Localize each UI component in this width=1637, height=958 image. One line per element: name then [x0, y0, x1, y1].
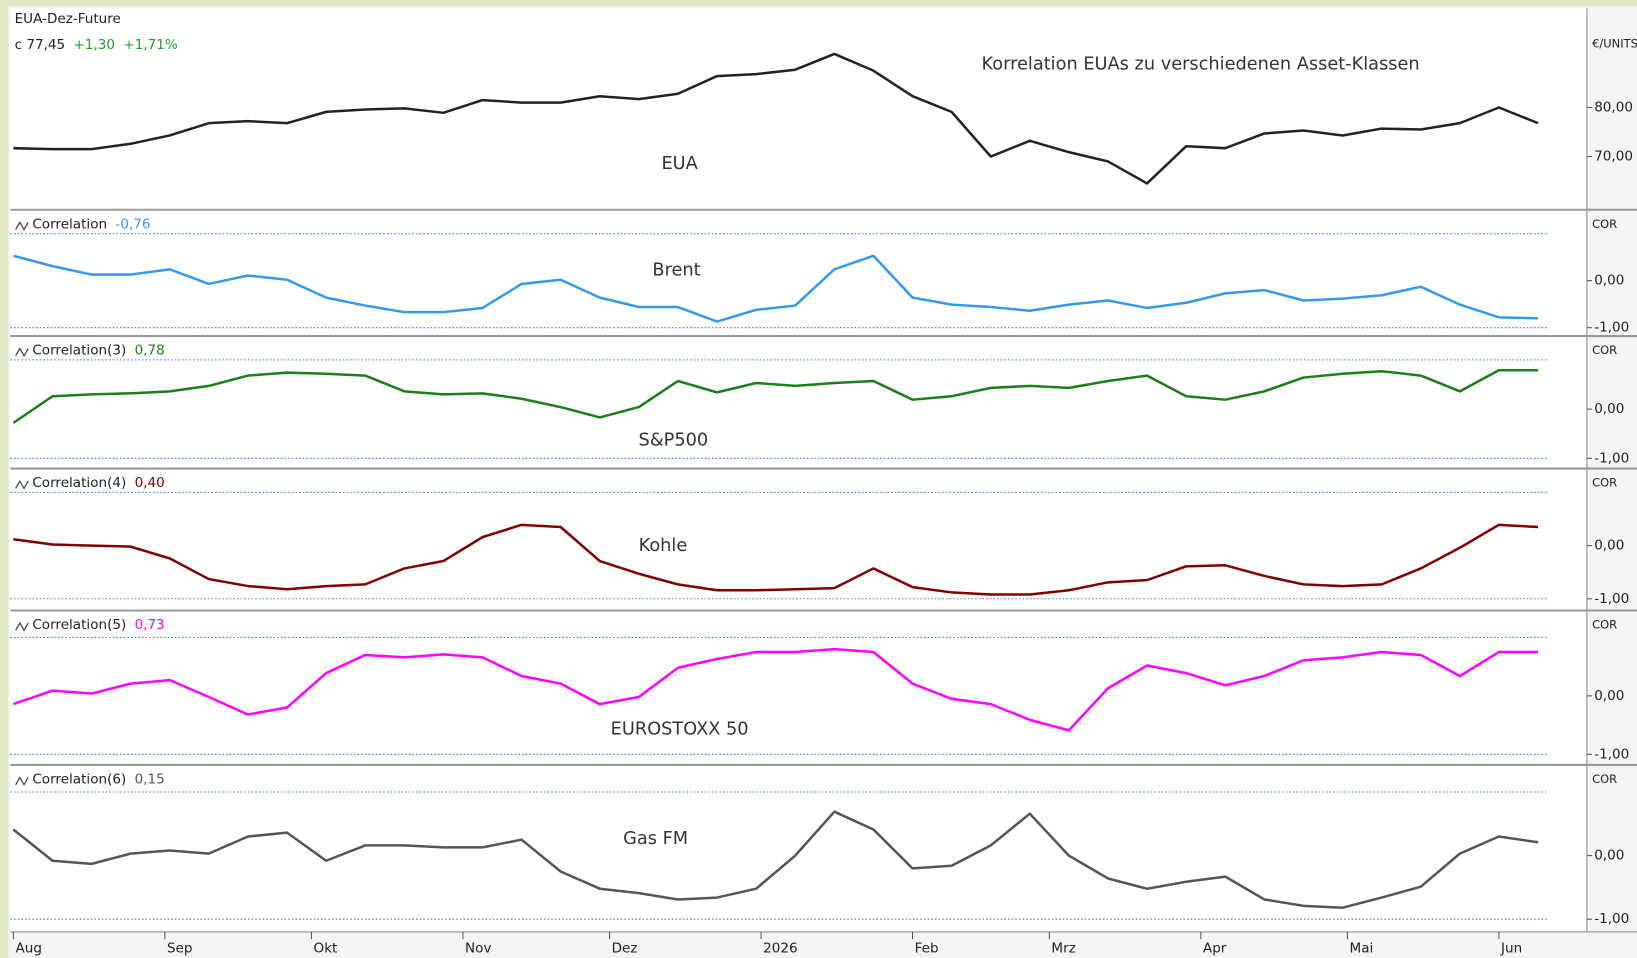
y-tick-label: 0,00 — [1594, 688, 1624, 704]
plot-bg — [10, 8, 1587, 932]
series-line — [13, 254, 1539, 323]
y-tick-label: 70,00 — [1594, 149, 1633, 165]
indicator-name: Correlation(6) — [32, 772, 126, 788]
indicator-icon — [15, 479, 29, 490]
indicator-value: 0,73 — [135, 617, 165, 633]
unit-label: €/UNITS — [1592, 36, 1637, 50]
x-tick-label: Feb — [915, 941, 939, 957]
indicator-name: Correlation(4) — [32, 475, 126, 491]
x-tick-label: Okt — [314, 941, 338, 957]
unit-label: COR — [1592, 772, 1617, 786]
instrument-title: EUA-Dez-Future — [15, 11, 121, 27]
indicator-header: Correlation(6) 0,15 — [32, 772, 164, 788]
x-tick-label: Mrz — [1051, 941, 1075, 957]
unit-label: COR — [1592, 618, 1617, 632]
indicator-name: Correlation(3) — [32, 343, 126, 359]
y-tick-label: 0,00 — [1594, 273, 1624, 289]
y-tick-label: 0,00 — [1594, 401, 1624, 417]
x-tick-label: Nov — [465, 941, 491, 957]
indicator-name: Correlation(5) — [32, 617, 126, 633]
y-tick-label: 0,00 — [1594, 538, 1624, 554]
series-annotation: Brent — [652, 260, 700, 280]
series-annotation: Gas FM — [623, 829, 688, 849]
unit-label: COR — [1592, 343, 1617, 357]
change: +1,30 — [74, 37, 116, 53]
series-annotation: S&P500 — [639, 430, 709, 450]
y-tick-label: -1,00 — [1594, 746, 1629, 762]
series-line — [13, 523, 1539, 596]
series-annotation: EUA — [661, 154, 697, 174]
series-line — [12, 810, 1539, 909]
y-tick-label: -1,00 — [1594, 320, 1629, 336]
indicator-value: -0,76 — [115, 216, 150, 232]
indicator-header: Correlation -0,76 — [32, 216, 150, 232]
series-line — [13, 52, 1539, 185]
unit-label: COR — [1592, 476, 1617, 490]
x-tick-label: Mai — [1350, 941, 1374, 957]
annotation: Korrelation EUAs zu verschiedenen Asset-… — [982, 55, 1420, 75]
y-tick-label: -1,00 — [1594, 450, 1629, 466]
x-tick-label: 2026 — [763, 941, 797, 957]
series-annotation: Kohle — [639, 536, 688, 556]
indicator-icon — [15, 776, 29, 787]
close-label: c 77,45 — [15, 37, 66, 53]
y-tick-label: -1,00 — [1594, 911, 1629, 927]
y-tick-label: 80,00 — [1594, 99, 1633, 115]
indicator-header: Correlation(4) 0,40 — [32, 475, 164, 491]
indicator-icon — [15, 347, 29, 358]
indicator-value: 0,15 — [135, 772, 165, 788]
indicator-header: Correlation(3) 0,78 — [32, 343, 164, 359]
series-line — [12, 369, 1539, 424]
series-annotation: EUROSTOXX 50 — [611, 719, 749, 739]
x-tick-label: Jun — [1500, 941, 1522, 957]
x-tick-label: Aug — [15, 941, 41, 957]
y-tick-label: 0,00 — [1594, 848, 1624, 864]
indicator-icon — [15, 621, 29, 632]
indicator-value: 0,40 — [135, 475, 165, 491]
indicator-name: Correlation — [32, 216, 107, 232]
change-pct: +1,71% — [123, 37, 178, 53]
x-tick-label: Dez — [612, 941, 638, 957]
unit-label: COR — [1592, 217, 1617, 231]
indicator-icon — [15, 221, 29, 231]
indicator-header: Correlation(5) 0,73 — [32, 617, 164, 633]
x-tick-label: Sep — [167, 941, 193, 957]
y-tick-label: -1,00 — [1594, 591, 1629, 607]
series-line — [12, 647, 1539, 732]
x-tick-label: Apr — [1203, 941, 1227, 957]
price-line: c 77,45 +1,30 +1,71% — [15, 37, 178, 53]
indicator-value: 0,78 — [135, 343, 165, 359]
